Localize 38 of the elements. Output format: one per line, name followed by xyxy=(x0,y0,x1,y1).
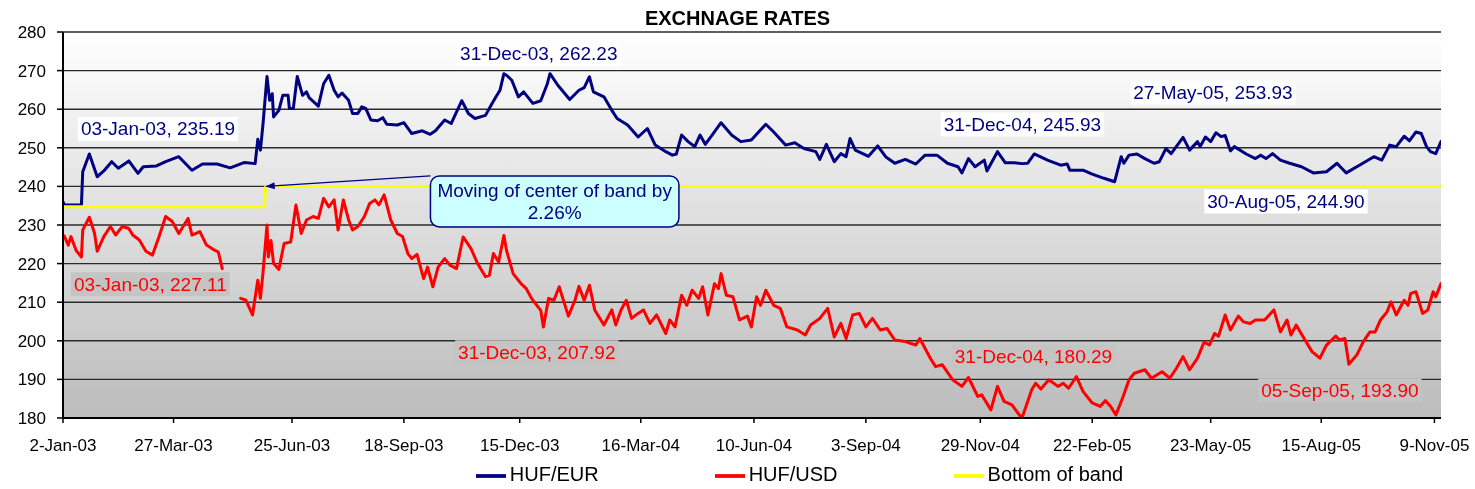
x-tick-label: 15-Aug-05 xyxy=(1281,436,1361,456)
legend-label: HUF/USD xyxy=(748,463,838,485)
annotation: 31-Dec-03, 262.23 xyxy=(460,43,618,65)
legend-label: HUF/EUR xyxy=(509,463,599,485)
x-tick-label: 23-May-05 xyxy=(1170,436,1252,456)
x-tick-label: 25-Jun-03 xyxy=(253,436,331,456)
chart-title: EXCHNAGE RATES xyxy=(644,7,831,29)
annotation: 31-Dec-04, 245.93 xyxy=(943,114,1102,136)
legend-label: Bottom of band xyxy=(987,463,1124,485)
y-tick-label: 180 xyxy=(17,409,46,429)
y-tick-label: 280 xyxy=(17,23,46,43)
y-tick-label: 190 xyxy=(17,370,46,390)
x-tick-label: 2-Jan-03 xyxy=(29,436,97,456)
y-tick-label: 270 xyxy=(17,61,46,81)
annotation: 03-Jan-03, 235.19 xyxy=(77,117,239,141)
x-tick-label: 27-Mar-03 xyxy=(134,436,213,456)
y-tick-label: 220 xyxy=(17,254,46,274)
y-tick-label: 200 xyxy=(17,331,46,351)
x-tick-label: 18-Sep-03 xyxy=(364,436,444,456)
x-tick-label: 29-Nov-04 xyxy=(940,436,1021,456)
x-tick-label: 22-Feb-05 xyxy=(1053,436,1132,456)
y-tick-label: 260 xyxy=(17,100,46,120)
x-tick-label: 10-Jun-04 xyxy=(715,436,793,456)
annotation: 05-Sep-05, 193.90 xyxy=(1261,379,1419,401)
y-tick-label: 210 xyxy=(17,293,46,313)
x-tick-label: 3-Sep-04 xyxy=(830,436,901,456)
annotation: Moving of center of band by 2.26% xyxy=(437,179,673,223)
x-tick-label: 16-Mar-04 xyxy=(601,436,680,456)
x-tick-label: 9-Nov-05 xyxy=(1399,436,1470,456)
x-tick-label: 15-Dec-03 xyxy=(480,436,560,456)
annotation: 27-May-05, 253.93 xyxy=(1133,82,1293,104)
annotation: 31-Dec-03, 207.92 xyxy=(458,341,616,363)
annotation: 03-Jan-03, 227.11 xyxy=(73,273,227,295)
y-tick-label: 230 xyxy=(17,216,46,236)
annotation: 31-Dec-04, 180.29 xyxy=(954,346,1113,368)
y-tick-label: 250 xyxy=(17,138,46,158)
annotation: 30-Aug-05, 244.90 xyxy=(1207,190,1365,212)
y-tick-label: 240 xyxy=(17,177,46,197)
